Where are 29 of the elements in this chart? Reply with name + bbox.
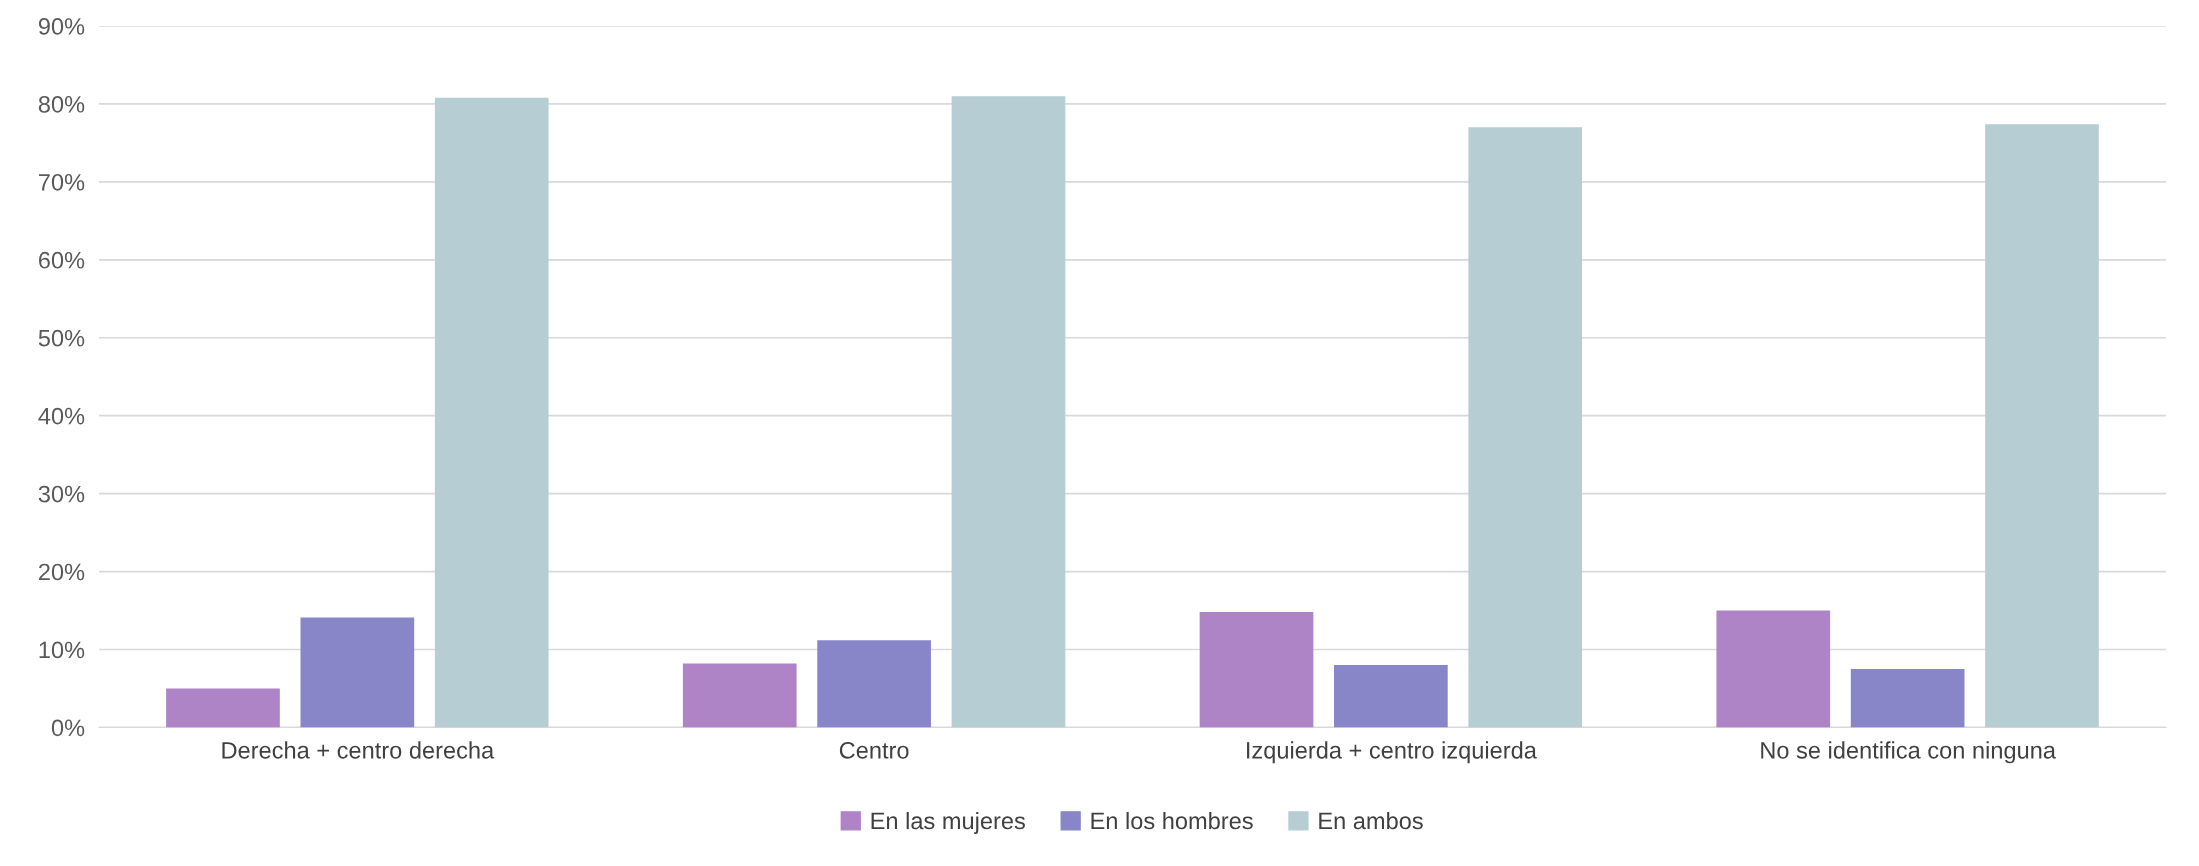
y-tick-label: 80% xyxy=(38,95,85,113)
y-tick-label: 30% xyxy=(38,485,85,503)
y-tick-label: 10% xyxy=(39,641,85,659)
legend-label: En ambos xyxy=(1319,811,1423,830)
x-tick-label: Derecha + centro derecha xyxy=(222,741,495,759)
x-tick-label: No se identifica con ninguna xyxy=(1761,741,2056,764)
bar xyxy=(300,617,415,728)
y-tick-label: 90% xyxy=(38,18,85,35)
y-tick-label: 40% xyxy=(38,407,85,425)
y-tick-label: 20% xyxy=(39,563,85,581)
bar xyxy=(682,663,797,728)
y-tick-label: 70% xyxy=(39,173,85,191)
x-tick-label: Centro xyxy=(839,741,909,759)
x-tick-label: Izquierda + centro izquierda xyxy=(1247,741,1537,764)
bar xyxy=(1334,665,1448,728)
bar xyxy=(434,97,549,728)
y-tick-label: 0% xyxy=(51,719,85,737)
legend-label: En las mujeres xyxy=(871,811,1025,834)
y-tick-label: 60% xyxy=(39,251,85,269)
bar xyxy=(1468,127,1583,728)
bar xyxy=(951,96,1066,728)
bar xyxy=(1199,612,1314,728)
legend-label: En los hombres xyxy=(1091,811,1253,830)
bar xyxy=(1850,668,1965,728)
bar xyxy=(1716,610,1831,728)
bar xyxy=(166,688,280,728)
y-tick-label: 50% xyxy=(38,329,85,347)
bar xyxy=(817,640,931,728)
bar xyxy=(1985,124,2099,728)
